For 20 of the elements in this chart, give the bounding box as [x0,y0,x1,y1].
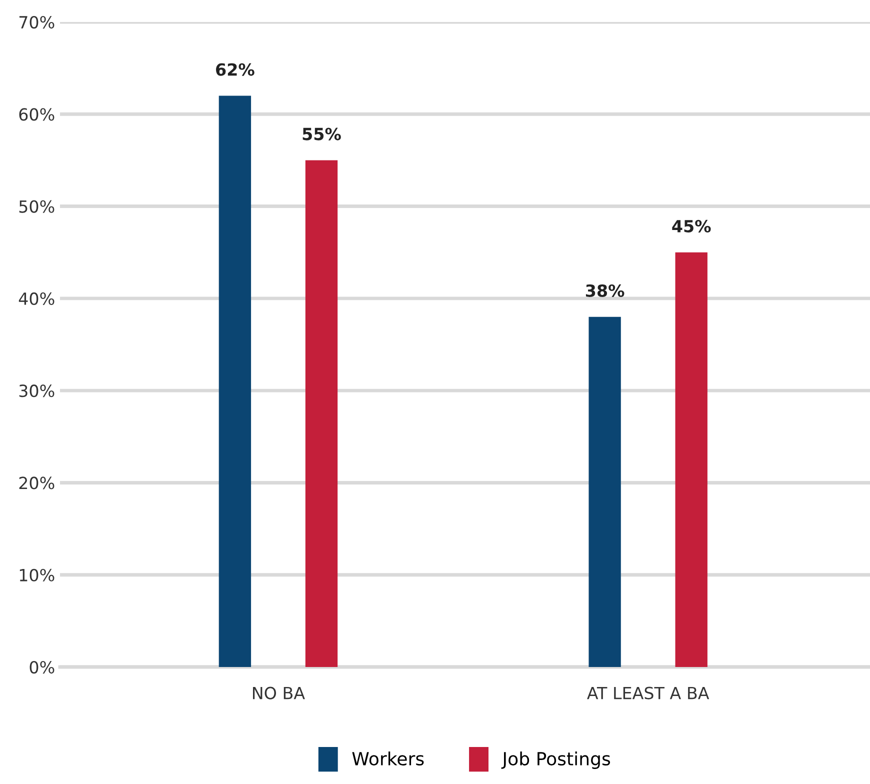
x-tick-label: NO BA [252,686,305,700]
legend-label: Workers [352,752,424,766]
y-tick-label: 0% [30,660,54,674]
data-label: 55% [302,128,341,140]
bar [588,316,621,667]
y-tick-label: 70% [19,16,54,29]
x-tick-label: AT LEAST A BA [587,686,710,700]
legend-label: Job Postings [501,752,610,770]
y-tick-label: 10% [20,568,54,582]
y-tick-label: 40% [18,292,54,305]
y-tick-label: 30% [19,384,54,398]
y-tick-label: 20% [19,476,54,490]
y-tick-label: 50% [19,200,54,213]
data-label: 45% [672,220,711,232]
bar [675,252,708,667]
y-tick-label: 60% [19,108,54,121]
bar [218,96,252,667]
data-label: 62% [216,63,254,76]
data-label: 38% [586,284,624,297]
bar [305,160,338,667]
